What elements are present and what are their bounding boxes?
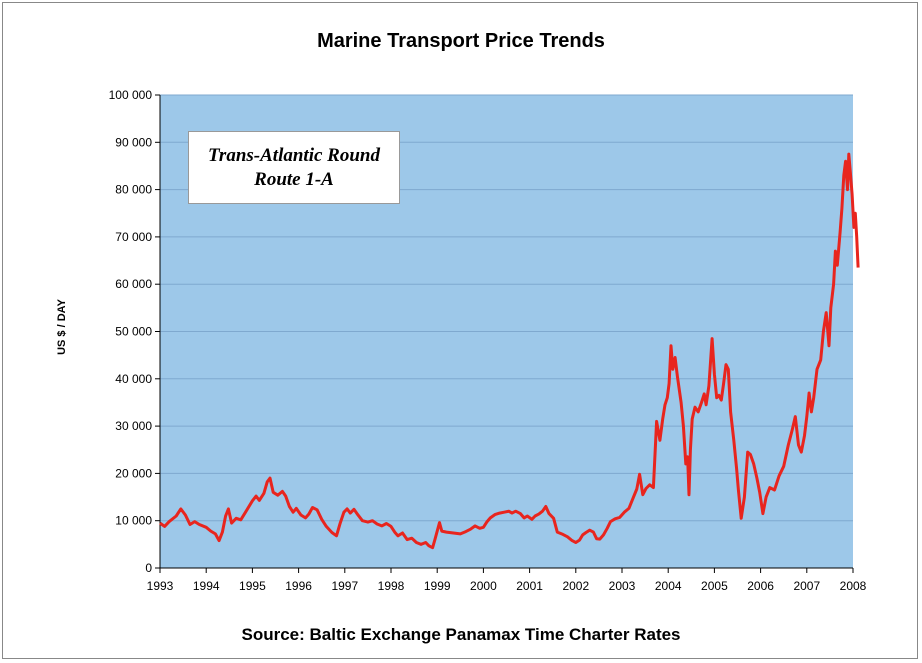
x-tick-label-1993: 1993 (147, 579, 174, 593)
source-note: Source: Baltic Exchange Panamax Time Cha… (241, 625, 681, 644)
x-tick-label-2002: 2002 (562, 579, 589, 593)
y-tick-label-0: 0 (145, 561, 152, 575)
annotation-line-1: Trans-Atlantic Round (208, 145, 380, 166)
y-tick-label-30000: 30 000 (115, 419, 152, 433)
annotation-box: Trans-Atlantic Round Route 1-A (188, 131, 400, 204)
y-tick-label-90000: 90 000 (115, 135, 152, 149)
x-tick-label-1999: 1999 (424, 579, 451, 593)
x-tick-label-1996: 1996 (285, 579, 312, 593)
x-tick-label-2001: 2001 (516, 579, 543, 593)
y-axis-ticks: 0 10 000 20 000 30 000 40 000 50 000 60 000 70 … (109, 88, 160, 575)
x-tick-label-1994: 1994 (193, 579, 220, 593)
y-tick-label-60000: 60 000 (115, 277, 152, 291)
annotation-line-2: Route 1-A (254, 169, 334, 190)
y-tick-label-20000: 20 000 (115, 466, 152, 480)
y-tick-label-80000: 80 000 (115, 183, 152, 197)
x-tick-label-2003: 2003 (609, 579, 636, 593)
y-tick-label-70000: 70 000 (115, 230, 152, 244)
y-tick-label-100000: 100 000 (109, 88, 153, 102)
series-line-charter-rate (159, 152, 860, 550)
x-tick-label-2000: 2000 (470, 579, 497, 593)
x-tick-label-2004: 2004 (655, 579, 682, 593)
x-tick-label-2005: 2005 (701, 579, 728, 593)
y-tick-label-40000: 40 000 (115, 372, 152, 386)
x-axis-ticks: 1993 1994 1995 1996 1997 1998 1999 2000 2001 2002… (147, 568, 867, 593)
y-tick-label-10000: 10 000 (115, 514, 152, 528)
x-tick-label-1998: 1998 (378, 579, 405, 593)
chart-title: Marine Transport Price Trends (317, 30, 605, 52)
x-tick-label-2008: 2008 (840, 579, 867, 593)
x-tick-label-1995: 1995 (239, 579, 266, 593)
x-tick-label-2007: 2007 (793, 579, 820, 593)
x-tick-label-1997: 1997 (331, 579, 358, 593)
y-tick-label-50000: 50 000 (115, 325, 152, 339)
x-tick-label-2006: 2006 (747, 579, 774, 593)
